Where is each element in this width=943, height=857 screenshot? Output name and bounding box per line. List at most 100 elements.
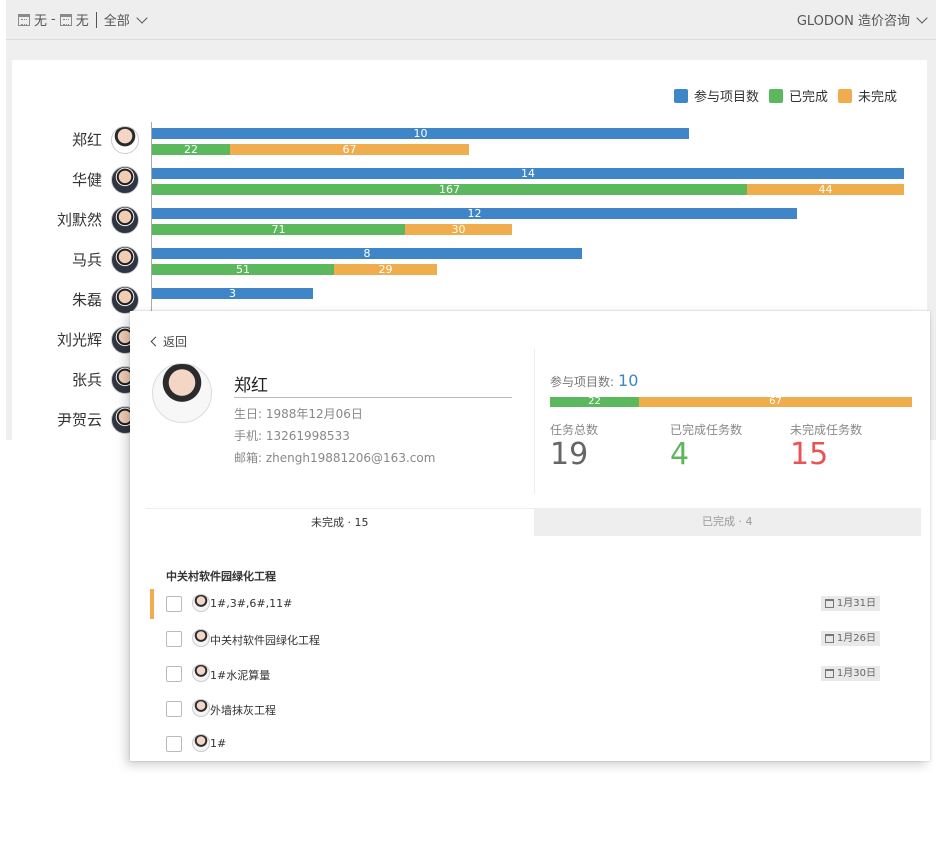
bar-completed[interactable]: 22 [152, 144, 230, 155]
divider [234, 397, 512, 398]
task-checkbox[interactable] [166, 666, 182, 682]
back-button[interactable]: 返回 [150, 333, 187, 350]
task-due-date: 1月31日 [820, 596, 880, 611]
calendar-icon [59, 13, 72, 26]
avatar [192, 629, 210, 647]
org-selector[interactable]: GLODON 造价咨询 [796, 10, 928, 29]
avatar[interactable] [111, 166, 139, 194]
legend-item: 未完成 [837, 86, 897, 105]
task-due-date: 1月30日 [820, 666, 880, 681]
task-checkbox[interactable] [166, 701, 182, 717]
stat-total: 任务总数 19 [550, 421, 598, 472]
task-checkbox[interactable] [166, 631, 182, 647]
calendar-icon [18, 13, 30, 26]
member-name-label[interactable]: 郑红 [71, 131, 102, 149]
stat-value: 4 [670, 437, 690, 472]
task-row[interactable]: 1# [150, 729, 910, 759]
calendar-icon [824, 669, 834, 678]
task-name[interactable]: 外墙抹灰工程 [210, 704, 276, 717]
legend-swatch [768, 88, 783, 103]
scope-filter-label[interactable]: 全部 [103, 14, 130, 29]
uncompleted-progress-bar: 67 [639, 397, 912, 407]
member-name-label[interactable]: 刘默然 [56, 211, 102, 229]
calendar-icon [824, 634, 834, 643]
legend-label: 参与项目数 [693, 90, 759, 105]
member-name-label[interactable]: 刘光辉 [56, 331, 102, 349]
member-name-label[interactable]: 张兵 [71, 371, 102, 389]
avatar [192, 594, 210, 612]
date-separator: - [51, 12, 56, 27]
task-due-date-text: 1月31日 [836, 598, 876, 609]
member-name-label[interactable]: 朱磊 [71, 291, 102, 309]
chart-legend: 参与项目数 已完成 未完成 [673, 86, 897, 105]
task-due-date-text: 1月26日 [836, 633, 876, 644]
stat-completed: 已完成任务数 4 [670, 421, 742, 472]
avatar[interactable] [111, 206, 139, 234]
task-name[interactable]: 1#水泥算量 [210, 669, 271, 682]
legend-swatch [673, 88, 688, 103]
bar-projects[interactable]: 8 [152, 248, 582, 259]
legend-label: 已完成 [788, 90, 828, 105]
bar-uncompleted[interactable]: 30 [405, 224, 512, 235]
member-phone: 手机: 13261998533 [234, 429, 350, 443]
bar-projects[interactable]: 14 [152, 168, 904, 179]
bar-completed[interactable]: 167 [152, 184, 747, 195]
bar-completed[interactable]: 51 [152, 264, 334, 275]
bar-projects[interactable]: 12 [152, 208, 797, 219]
bar-uncompleted[interactable]: 44 [747, 184, 904, 195]
task-row[interactable]: 中关村软件园绿化工程 1月26日 [150, 624, 910, 654]
task-tabs: 未完成 · 15 已完成 · 4 [146, 508, 921, 536]
end-date[interactable]: 无 [75, 14, 89, 29]
bar-projects[interactable]: 10 [152, 128, 689, 139]
tab-uncompleted[interactable]: 未完成 · 15 [146, 508, 534, 536]
task-row[interactable]: 1#,3#,6#,11# 1月31日 [150, 589, 910, 619]
avatar [152, 363, 212, 423]
date-filter[interactable]: 无 - 无 全部 [18, 10, 148, 29]
chevron-down-icon[interactable] [916, 11, 928, 24]
bar-uncompleted[interactable]: 67 [230, 144, 469, 155]
bar-uncompleted[interactable]: 29 [334, 264, 437, 275]
chevron-left-icon [150, 336, 161, 347]
project-count: 参与项目数: 10 [550, 371, 638, 390]
bar-completed[interactable]: 71 [152, 224, 405, 235]
avatar[interactable] [111, 286, 139, 314]
avatar [192, 664, 210, 682]
project-count-label: 参与项目数: [550, 375, 615, 389]
task-checkbox[interactable] [166, 736, 182, 752]
avatar[interactable] [111, 126, 139, 154]
divider [534, 349, 535, 494]
bar-projects[interactable]: 3 [152, 288, 313, 299]
member-email: 邮箱: zhengh19881206@163.com [234, 451, 436, 465]
stat-uncompleted: 未完成任务数 15 [790, 421, 862, 472]
top-toolbar: 无 - 无 全部 GLODON 造价咨询 [6, 0, 936, 40]
task-row[interactable]: 1#水泥算量 1月30日 [150, 659, 910, 689]
legend-label: 未完成 [857, 90, 897, 105]
legend-item: 参与项目数 [673, 86, 759, 105]
task-name[interactable]: 中关村软件园绿化工程 [210, 634, 320, 647]
member-name-label[interactable]: 尹贺云 [56, 411, 102, 429]
avatar[interactable] [111, 246, 139, 274]
task-accent-marker [150, 589, 154, 619]
chart-axis [151, 122, 152, 422]
member-name: 郑红 [234, 376, 268, 396]
legend-swatch [837, 88, 852, 103]
calendar-icon [824, 599, 834, 608]
member-birthday: 生日: 1988年12月06日 [234, 407, 363, 421]
stat-value: 19 [550, 437, 589, 472]
start-date[interactable]: 无 [34, 14, 48, 29]
member-name-label[interactable]: 马兵 [71, 251, 102, 269]
org-name[interactable]: GLODON 造价咨询 [796, 14, 910, 29]
task-name[interactable]: 1# [210, 737, 227, 750]
avatar [192, 734, 210, 752]
stat-label: 已完成任务数 [670, 423, 743, 437]
avatar [192, 699, 210, 717]
stat-value: 15 [790, 437, 829, 472]
member-name-label[interactable]: 华健 [71, 171, 102, 189]
task-checkbox[interactable] [166, 596, 182, 612]
task-row[interactable]: 外墙抹灰工程 [150, 694, 910, 724]
task-name[interactable]: 1#,3#,6#,11# [210, 597, 293, 610]
chevron-down-icon[interactable] [136, 11, 148, 24]
tab-completed[interactable]: 已完成 · 4 [533, 508, 921, 536]
project-group-title: 中关村软件园绿化工程 [166, 570, 276, 583]
